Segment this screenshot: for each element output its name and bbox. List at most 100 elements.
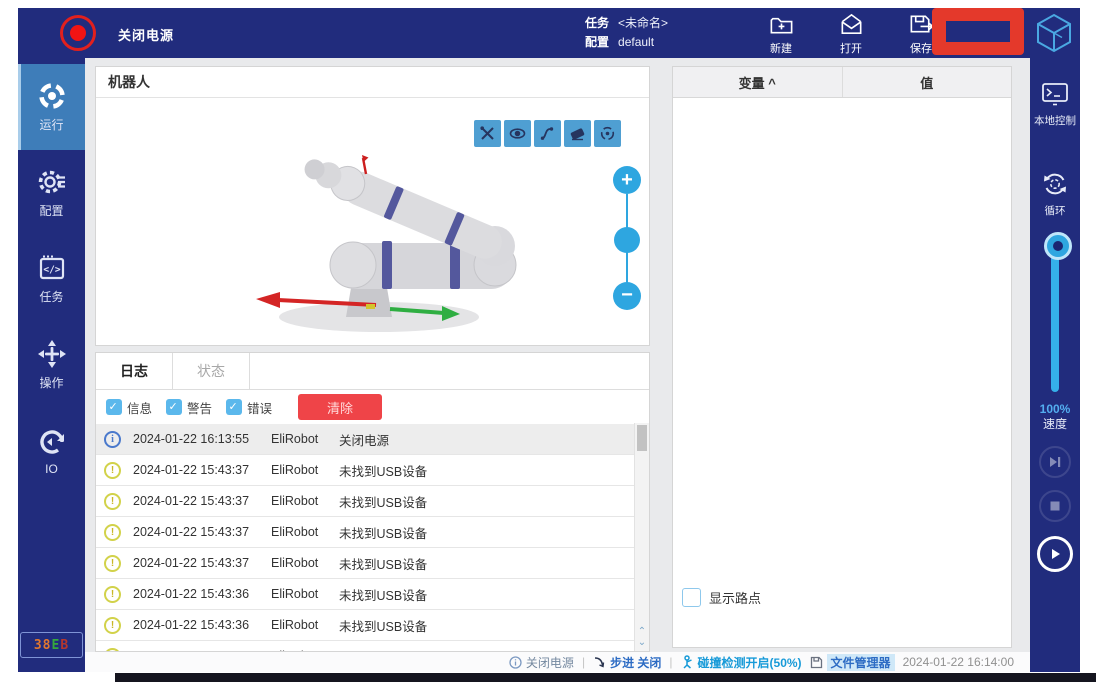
log-row[interactable]: 2024-01-22 15:43:36 EliRobot 未找到USB设备 xyxy=(96,610,649,641)
zoom-slider-knob[interactable] xyxy=(614,227,640,253)
loop-button[interactable]: 循环 xyxy=(1030,170,1080,218)
log-scroll-arrows[interactable]: ⌃ ⌄ xyxy=(635,626,649,648)
log-tabs: 日志 状态 xyxy=(96,353,649,390)
log-filter-checkbox[interactable]: 信息 xyxy=(106,398,152,417)
reset-view-icon xyxy=(600,126,615,141)
status-power-label: 关闭电源 xyxy=(525,655,574,670)
sidebar-item-task[interactable]: </> 任务 xyxy=(18,236,85,322)
log-row[interactable]: 2024-01-22 15:43:37 EliRobot 未找到USB设备 xyxy=(96,548,649,579)
sidebar-item-io[interactable]: IO xyxy=(18,408,85,494)
status-collision-detect[interactable]: 碰撞检测开启(50%) xyxy=(681,654,802,671)
clear-log-button[interactable]: 清除 xyxy=(298,394,383,420)
new-task-label: 新建 xyxy=(770,43,792,55)
badge-part: E xyxy=(51,637,61,653)
robot-3d-viewport[interactable]: + − xyxy=(96,98,649,346)
log-time: 2024-01-22 15:43:37 xyxy=(133,494,250,508)
tab-status[interactable]: 状态 xyxy=(173,353,250,389)
path-button[interactable] xyxy=(534,120,561,147)
log-scrollbar-thumb[interactable] xyxy=(637,425,647,451)
log-source: EliRobot xyxy=(271,618,319,632)
view-toolbar xyxy=(474,120,621,147)
stop-button[interactable] xyxy=(1039,490,1071,522)
log-filter-checkbox[interactable]: 警告 xyxy=(166,398,212,417)
variable-table-header: 变量 ^ 值 xyxy=(673,67,1011,98)
speed-slider-knob[interactable] xyxy=(1044,232,1072,260)
step-forward-button[interactable] xyxy=(1039,446,1071,478)
log-level-icon xyxy=(104,585,121,603)
task-code-icon: </> xyxy=(39,255,64,280)
status-collision-label: 碰撞检测开启(50%) xyxy=(697,655,802,670)
filter-label: 信息 xyxy=(127,401,153,416)
log-message: 未找到USB设备 xyxy=(339,588,428,603)
save-task-button[interactable]: 保存 xyxy=(886,11,956,56)
log-message: 未找到USB设备 xyxy=(339,619,428,634)
reset-view-button[interactable] xyxy=(594,120,621,147)
log-source: EliRobot xyxy=(271,432,319,446)
speed-slider-track[interactable] xyxy=(1051,246,1059,392)
robot-arm-render xyxy=(256,155,517,332)
log-time: 2024-01-22 16:13:55 xyxy=(133,432,250,446)
speed-readout: 100% 速度 xyxy=(1030,402,1080,432)
play-button[interactable] xyxy=(1037,536,1073,572)
log-level-icon xyxy=(104,430,121,448)
new-task-button[interactable]: 新建 xyxy=(746,11,816,56)
robot-3d-panel: 机器人 xyxy=(95,66,650,346)
jog-move-icon xyxy=(37,340,66,368)
red-annotation-rectangle xyxy=(932,8,1024,55)
file-manager-icon xyxy=(810,656,822,668)
collision-icon xyxy=(683,655,692,669)
svg-text:</>: </> xyxy=(43,265,60,276)
config-label: 配置 xyxy=(585,35,610,49)
local-control-button[interactable]: 本地控制 xyxy=(1030,80,1080,128)
variable-column-header[interactable]: 变量 ^ xyxy=(673,67,843,97)
log-source: EliRobot xyxy=(271,463,319,477)
log-source: EliRobot xyxy=(271,649,339,651)
log-row[interactable]: 2024-01-22 16:13:55 EliRobot 关闭电源 xyxy=(96,424,649,455)
log-message: 关闭电源 xyxy=(339,433,390,448)
log-row[interactable]: 2024-01-22 15:43:36 EliRobot 未找到USB设备 xyxy=(96,579,649,610)
log-row[interactable]: 2024-01-22 15:43:37 EliRobot 未找到USB设备 xyxy=(96,455,649,486)
divider: | xyxy=(581,655,586,669)
status-file-manager[interactable]: 文件管理器 xyxy=(810,653,895,671)
zoom-out-button[interactable]: − xyxy=(613,282,641,310)
config-name: default xyxy=(618,35,655,49)
visibility-button[interactable] xyxy=(504,120,531,147)
open-task-button[interactable]: 打开 xyxy=(816,11,886,56)
log-scrollbar[interactable] xyxy=(634,423,649,651)
battery-status-badge: 38 E B xyxy=(20,632,83,658)
tools-icon xyxy=(480,126,494,140)
local-control-label: 本地控制 xyxy=(1034,115,1076,127)
status-power: 关闭电源 xyxy=(509,654,574,671)
open-task-label: 打开 xyxy=(840,43,862,55)
log-filter-checkbox[interactable]: 错误 xyxy=(226,398,272,417)
log-message: 未找到USB设备 xyxy=(339,557,428,572)
sidebar-item-label: IO xyxy=(45,461,58,476)
save-task-label: 保存 xyxy=(910,43,932,55)
badge-part: B xyxy=(60,637,70,653)
log-row[interactable]: 2024-01-22 15:43:37 EliRobot 未找到USB设备 xyxy=(96,486,649,517)
divider: | xyxy=(669,655,673,669)
sidebar-item-run[interactable]: 运行 xyxy=(18,64,85,150)
log-message: 未找到USB设备 xyxy=(339,495,428,510)
terminal-icon xyxy=(1042,83,1068,106)
sidebar-item-jog[interactable]: 操作 xyxy=(18,322,85,408)
show-waypoint-checkbox[interactable] xyxy=(682,588,701,607)
scroll-up-icon[interactable]: ⌃ xyxy=(637,626,647,637)
tools-button[interactable] xyxy=(474,120,501,147)
log-source: EliRobot xyxy=(271,587,319,601)
log-message: 未找到USB设备 xyxy=(339,464,428,479)
zoom-in-button[interactable]: + xyxy=(613,166,641,194)
power-button[interactable] xyxy=(60,15,96,51)
show-waypoint-row: 显示路点 xyxy=(673,588,1011,607)
erase-trace-button[interactable] xyxy=(564,120,591,147)
scroll-down-icon[interactable]: ⌄ xyxy=(637,637,647,648)
log-message: 未找到USB设备 xyxy=(339,526,428,541)
value-column-header[interactable]: 值 xyxy=(920,75,934,91)
tab-log[interactable]: 日志 xyxy=(96,353,173,389)
log-row[interactable]: 2024-01-22 15:43:36 EliRobot 未找到USB设备 xyxy=(96,641,649,651)
status-step-mode[interactable]: 步进 关闭 xyxy=(593,654,661,671)
log-row[interactable]: 2024-01-22 15:43:37 EliRobot 未找到USB设备 xyxy=(96,517,649,548)
sidebar-item-config[interactable]: 配置 xyxy=(18,150,85,236)
log-level-icon xyxy=(104,523,121,541)
log-source: EliRobot xyxy=(271,525,319,539)
